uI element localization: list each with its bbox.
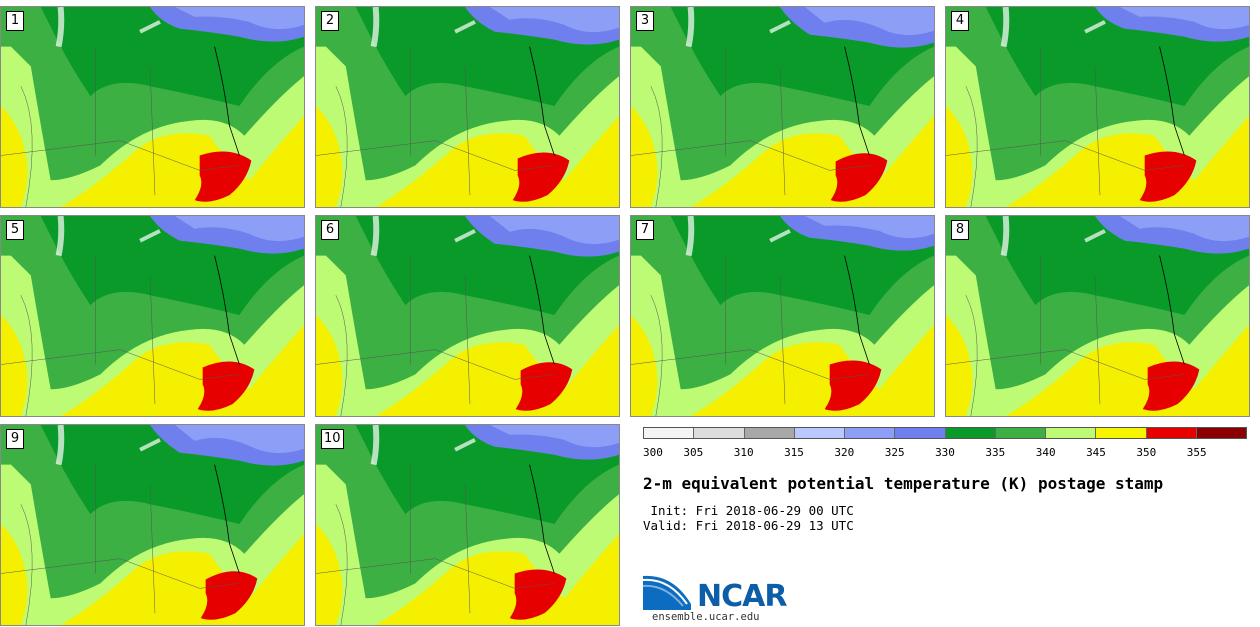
colorbar-segment [945, 428, 996, 438]
colorbar-segment [1046, 428, 1097, 438]
member-panel: 3 [630, 6, 935, 208]
member-panel: 10 [315, 424, 620, 626]
colorbar-segment [794, 428, 845, 438]
colorbar-tick-label: 330 [935, 446, 955, 459]
colorbar-segment [845, 428, 896, 438]
member-panel: 6 [315, 215, 620, 417]
colorbar-tick-label: 315 [784, 446, 804, 459]
colorbar-tick-label: 310 [733, 446, 754, 459]
colorbar-segment [895, 428, 946, 438]
member-number: 1 [6, 11, 24, 31]
member-number: 10 [321, 429, 344, 449]
colorbar-segment [694, 428, 745, 438]
member-number: 7 [636, 220, 654, 240]
colorbar-tick-label: 340 [1035, 446, 1056, 459]
member-panel: 1 [0, 6, 305, 208]
logo-url: ensemble.ucar.edu [652, 611, 760, 623]
member-panel: 8 [945, 215, 1250, 417]
member-panel: 5 [0, 215, 305, 417]
colorbar-tick-label: 355 [1186, 446, 1207, 459]
colorbar-segment [644, 428, 695, 438]
member-panel: 9 [0, 424, 305, 626]
member-panel: 4 [945, 6, 1250, 208]
member-number: 3 [636, 11, 654, 31]
member-panel: 7 [630, 215, 935, 417]
ncar-logo-mark [643, 575, 691, 610]
member-number: 9 [6, 429, 24, 449]
member-panel: 2 [315, 6, 620, 208]
colorbar-tick-label: 325 [884, 446, 905, 459]
colorbar-segment [995, 428, 1046, 438]
member-number: 6 [321, 220, 339, 240]
colorbar [643, 427, 1247, 439]
colorbar-segment [1146, 428, 1197, 438]
colorbar-tick-label: 320 [834, 446, 855, 459]
colorbar-segment [1096, 428, 1147, 438]
ncar-logo-text: NCAR [697, 579, 787, 614]
figure-title: 2-m equivalent potential temperature (K)… [643, 474, 1164, 493]
colorbar-tick-label: 305 [683, 446, 704, 459]
member-number: 4 [951, 11, 969, 31]
member-number: 2 [321, 11, 339, 31]
colorbar-segment [1196, 428, 1246, 438]
member-number: 5 [6, 220, 24, 240]
colorbar-tick-label: 300 [643, 446, 663, 459]
valid-time: Valid: Fri 2018-06-29 13 UTC [643, 518, 854, 533]
colorbar-ticks: 300 305 310 315 320 325 330 335 340 345 350 355 [643, 446, 1247, 460]
colorbar-tick-label: 335 [985, 446, 1006, 459]
colorbar-segment [744, 428, 795, 438]
init-time: Init: Fri 2018-06-29 00 UTC [643, 503, 854, 518]
member-number: 8 [951, 220, 969, 240]
colorbar-tick-label: 350 [1136, 446, 1157, 459]
colorbar-tick-label: 345 [1086, 446, 1106, 459]
